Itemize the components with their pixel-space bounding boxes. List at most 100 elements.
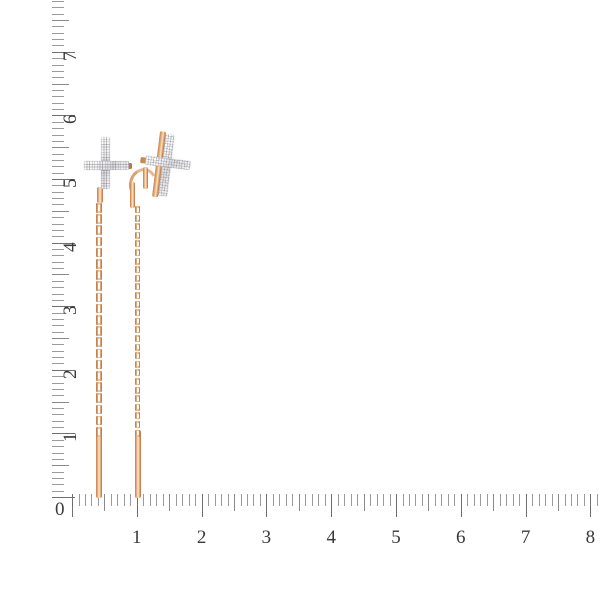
chain-link-hole (97, 226, 101, 234)
v-ruler-tick (52, 363, 64, 365)
v-ruler-tick (52, 331, 64, 333)
v-ruler-tick (52, 395, 64, 397)
v-ruler-tick (52, 236, 64, 238)
v-ruler-tick (52, 70, 64, 72)
h-ruler-tick (247, 494, 248, 506)
h-ruler-tick (460, 494, 462, 517)
h-ruler-tick (285, 494, 287, 506)
chain-link-hole (136, 267, 139, 272)
h-ruler-tick (486, 494, 488, 506)
v-ruler-tick (52, 58, 64, 60)
chain-link-hole (97, 305, 101, 312)
h-ruler-tick (409, 494, 410, 506)
v-ruler-tick (52, 261, 64, 263)
v-ruler-tick (52, 306, 75, 308)
h-ruler-tick (227, 494, 229, 506)
v-ruler-tick (52, 90, 64, 91)
h-ruler-tick (519, 494, 521, 506)
v-ruler-tick (52, 318, 64, 320)
v-ruler-tick (52, 39, 64, 41)
v-ruler-tick (52, 229, 64, 231)
v-ruler-tick (52, 452, 64, 454)
h-ruler-tick (467, 494, 469, 506)
chain-link-hole (136, 250, 139, 255)
h-ruler-tick (182, 494, 184, 506)
h-ruler-tick (214, 494, 216, 506)
h-ruler-tick (104, 494, 106, 511)
h-ruler-tick (551, 494, 553, 506)
h-ruler-tick (590, 494, 592, 517)
h-ruler-tick (337, 494, 339, 506)
h-ruler-tick (493, 494, 495, 511)
h-ruler-tick (344, 494, 346, 506)
v-ruler-tick (52, 64, 64, 66)
v-ruler-tick (52, 191, 64, 193)
chain-link-hole (136, 327, 139, 332)
h-ruler-tick (512, 494, 514, 506)
v-ruler-tick (52, 458, 64, 460)
v-ruler-tick (52, 185, 64, 187)
h-ruler-tick (136, 494, 138, 517)
v-ruler-tick (52, 465, 69, 467)
earring-right-hook-stem (129, 182, 135, 208)
h-ruler-tick (266, 494, 268, 517)
chain-link-hole (97, 249, 101, 256)
chain-link-hole (97, 204, 101, 212)
h-ruler-tick (532, 494, 534, 506)
h-ruler-tick (525, 494, 527, 517)
h-ruler-label: 2 (196, 527, 207, 548)
v-ruler-tick (52, 115, 75, 117)
h-ruler-tick (318, 494, 320, 506)
chain-link-hole (97, 215, 101, 223)
h-ruler-label: 3 (261, 527, 272, 548)
v-ruler-tick (52, 325, 64, 327)
chain-link-hole (97, 260, 101, 268)
chain-link-hole (97, 428, 101, 436)
chain-link-hole (136, 345, 139, 350)
chain-link-hole (97, 394, 101, 402)
h-ruler-tick (123, 494, 125, 506)
h-ruler-tick (110, 494, 112, 506)
chain-link-hole (97, 406, 101, 413)
v-ruler-tick (52, 477, 64, 479)
earring-left-top-bar (97, 187, 103, 203)
h-ruler-tick (583, 494, 585, 506)
v-ruler-label: 4 (59, 242, 81, 252)
chain-link-hole (136, 405, 139, 410)
h-ruler-tick (175, 494, 177, 506)
h-ruler-label: 5 (391, 527, 401, 548)
v-ruler-tick (52, 420, 64, 422)
v-ruler-tick (52, 388, 64, 390)
v-ruler-tick (52, 128, 64, 130)
chain-link-hole (136, 310, 139, 315)
h-ruler-tick (538, 494, 540, 506)
chain-link-hole (136, 224, 139, 229)
chain-link-hole (97, 361, 101, 368)
v-ruler-tick (52, 446, 64, 448)
v-ruler-tick (52, 414, 64, 416)
v-ruler-tick (52, 153, 64, 155)
v-ruler-tick (52, 312, 64, 314)
h-ruler-tick (447, 494, 449, 506)
h-ruler-tick (169, 494, 171, 511)
horizontal-ruler: 1 2 3 4 5 6 7 8 (0, 494, 600, 548)
v-ruler-tick (52, 204, 64, 206)
h-ruler-tick (415, 494, 417, 506)
chain-link-hole (97, 294, 101, 301)
h-ruler-tick (305, 494, 307, 506)
h-ruler-tick (272, 494, 274, 506)
chain-link-hole (136, 241, 139, 246)
h-ruler-tick (545, 494, 546, 506)
v-ruler-tick (52, 172, 64, 174)
chain-link-hole (97, 417, 101, 424)
h-ruler-tick (376, 494, 378, 506)
chain-link-hole (136, 233, 139, 238)
v-ruler-label: 3 (59, 305, 81, 316)
h-ruler-label: 1 (132, 527, 142, 548)
chain-link-hole (136, 276, 139, 281)
v-ruler-tick (52, 287, 64, 289)
earring-left-bar (96, 430, 102, 498)
v-ruler-tick (52, 0, 64, 2)
h-ruler-tick (143, 494, 145, 506)
h-ruler-tick (454, 494, 456, 506)
